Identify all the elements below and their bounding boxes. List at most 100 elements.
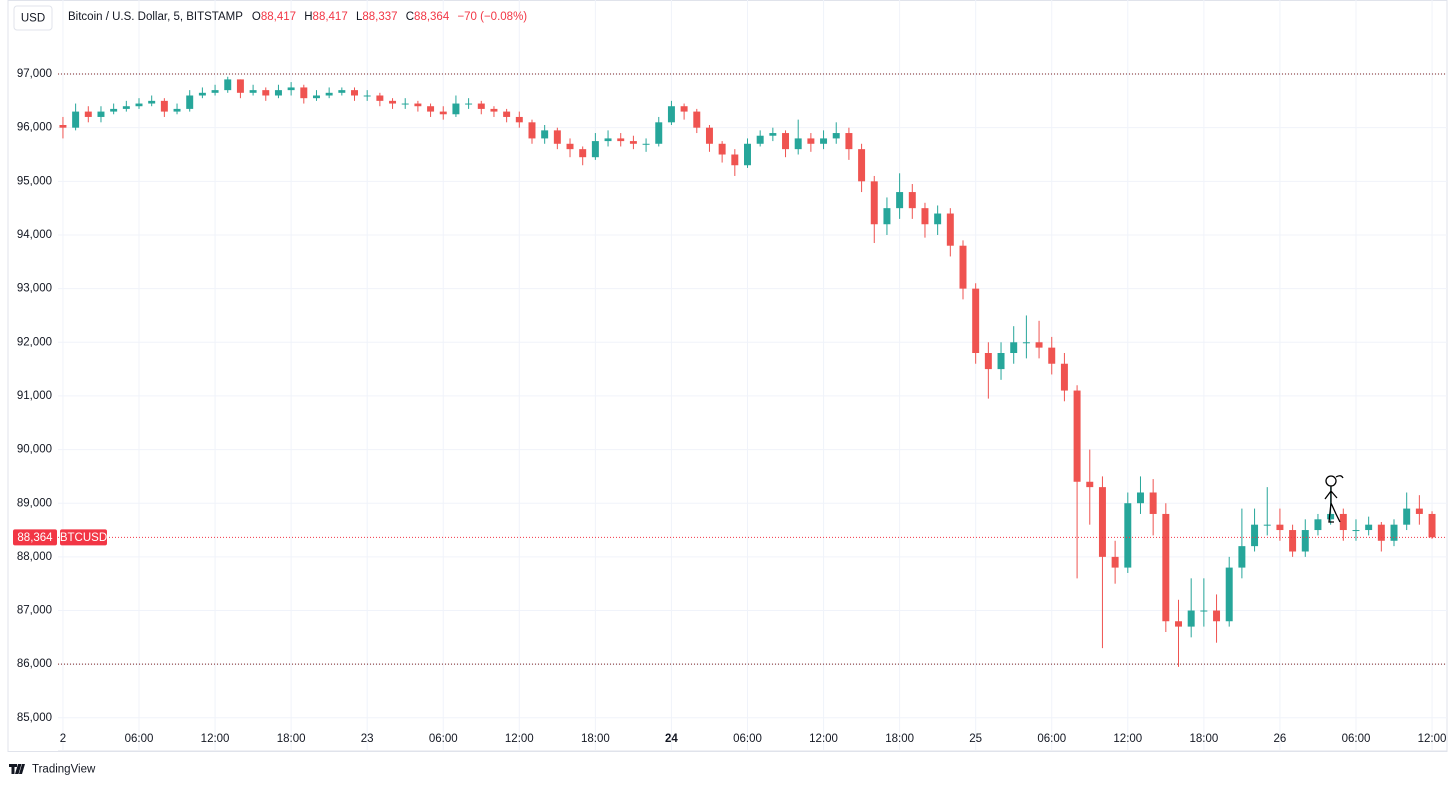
symbol-title: Bitcoin / U.S. Dollar, 5, BITSTAMP — [68, 11, 243, 23]
candle-body — [1060, 363, 1068, 391]
x-tick-label: 26 — [1274, 733, 1287, 745]
candle-body — [934, 213, 942, 225]
brand: TradingView — [9, 764, 96, 776]
candle-body — [908, 192, 916, 209]
candle-body — [173, 108, 181, 112]
candle-body — [693, 111, 701, 128]
candle-body — [262, 90, 270, 96]
x-tick-label: 18:00 — [885, 733, 914, 745]
candle-body — [1175, 621, 1182, 627]
x-tick-label: 24 — [665, 733, 678, 745]
candle-body — [1111, 556, 1119, 568]
candle-body — [642, 143, 650, 145]
candle-body — [705, 127, 713, 144]
candle-body — [401, 103, 409, 105]
candle-body — [820, 138, 828, 144]
candle-body — [1035, 342, 1043, 348]
candle-body — [515, 116, 523, 123]
ohlc-label: H — [304, 11, 312, 23]
x-tick-label: 12:00 — [505, 733, 534, 745]
candle-body — [731, 154, 739, 166]
ohlc-value: 88,337 — [362, 11, 397, 23]
candle-body — [1238, 546, 1246, 568]
candle-body — [655, 122, 663, 144]
candle-body — [1339, 513, 1347, 531]
candle-body — [465, 103, 473, 105]
last-price-label: 88,364 — [17, 532, 53, 544]
candle-body — [148, 100, 156, 104]
candle-body — [870, 181, 878, 225]
candle-body — [984, 353, 992, 370]
candle-body — [338, 90, 346, 93]
candle-body — [236, 79, 244, 93]
y-tick-label: 89,000 — [17, 497, 52, 509]
candle-body — [1415, 508, 1423, 514]
candle-body — [477, 103, 485, 109]
x-tick-label: 12:00 — [201, 733, 230, 745]
x-tick-label: 12:00 — [1113, 733, 1142, 745]
candle-body — [211, 90, 219, 93]
candle-body — [439, 111, 447, 115]
candle-body — [1377, 524, 1385, 541]
y-tick-label: 95,000 — [17, 175, 52, 187]
symbol-label: BTCUSD — [60, 532, 107, 544]
candle-body — [1263, 524, 1271, 526]
candle-body — [1327, 513, 1335, 520]
brand-logo — [9, 764, 25, 774]
candle-body — [845, 133, 853, 150]
candle-body — [1200, 610, 1208, 612]
x-tick-label: 06:00 — [125, 733, 154, 745]
candle-body — [300, 87, 308, 99]
candle-body — [186, 95, 194, 109]
x-tick-label: 2 — [60, 733, 66, 745]
candle-body — [122, 106, 130, 109]
candle-body — [490, 108, 498, 112]
currency-box — [13, 5, 53, 31]
candle-body — [1289, 530, 1297, 552]
candle-body — [427, 106, 435, 112]
ohlc-value: 88,417 — [261, 11, 296, 23]
candle-body — [858, 149, 866, 182]
candle-body — [744, 143, 751, 166]
x-tick-label: 06:00 — [1342, 733, 1371, 745]
candle-body — [579, 149, 587, 158]
candle-body — [946, 213, 954, 246]
candle-body — [1314, 519, 1322, 531]
candle-body — [667, 106, 675, 123]
candle-body — [1010, 342, 1018, 354]
candle-body — [541, 130, 549, 139]
y-tick-label: 97,000 — [17, 68, 52, 80]
candle-body — [287, 87, 295, 91]
candle-body — [1225, 567, 1233, 622]
doodle — [1324, 475, 1344, 523]
candle-body — [1149, 492, 1157, 514]
candle-body — [312, 95, 320, 99]
candle-body — [198, 92, 206, 96]
x-tick-label: 12:00 — [809, 733, 838, 745]
ohlc-label: C — [406, 11, 414, 23]
candle-body — [97, 111, 105, 117]
candle-body — [553, 130, 561, 144]
ohlc-label: O — [252, 11, 261, 23]
candle-body — [1251, 524, 1259, 547]
x-tick-label: 18:00 — [581, 733, 610, 745]
plot — [58, 73, 1447, 667]
candle-body — [1365, 524, 1373, 531]
candle-body — [718, 143, 726, 155]
candle-body — [604, 138, 612, 142]
candle-body — [351, 90, 358, 96]
candle-body — [782, 133, 790, 150]
symbol-info: Bitcoin / U.S. Dollar, 5, BITSTAMP O88,4… — [68, 11, 527, 23]
y-tick-label: 94,000 — [17, 229, 52, 241]
candle-body — [1022, 342, 1030, 344]
chart-frame — [7, 0, 1448, 752]
candle-body — [921, 208, 929, 225]
candle-body — [972, 288, 980, 354]
candle-body — [997, 353, 1005, 370]
y-tick-label: 92,000 — [17, 336, 52, 348]
candle-body — [896, 192, 904, 209]
candle-body — [1162, 513, 1170, 622]
candle-body — [1213, 610, 1221, 622]
symbol-box — [60, 529, 107, 546]
